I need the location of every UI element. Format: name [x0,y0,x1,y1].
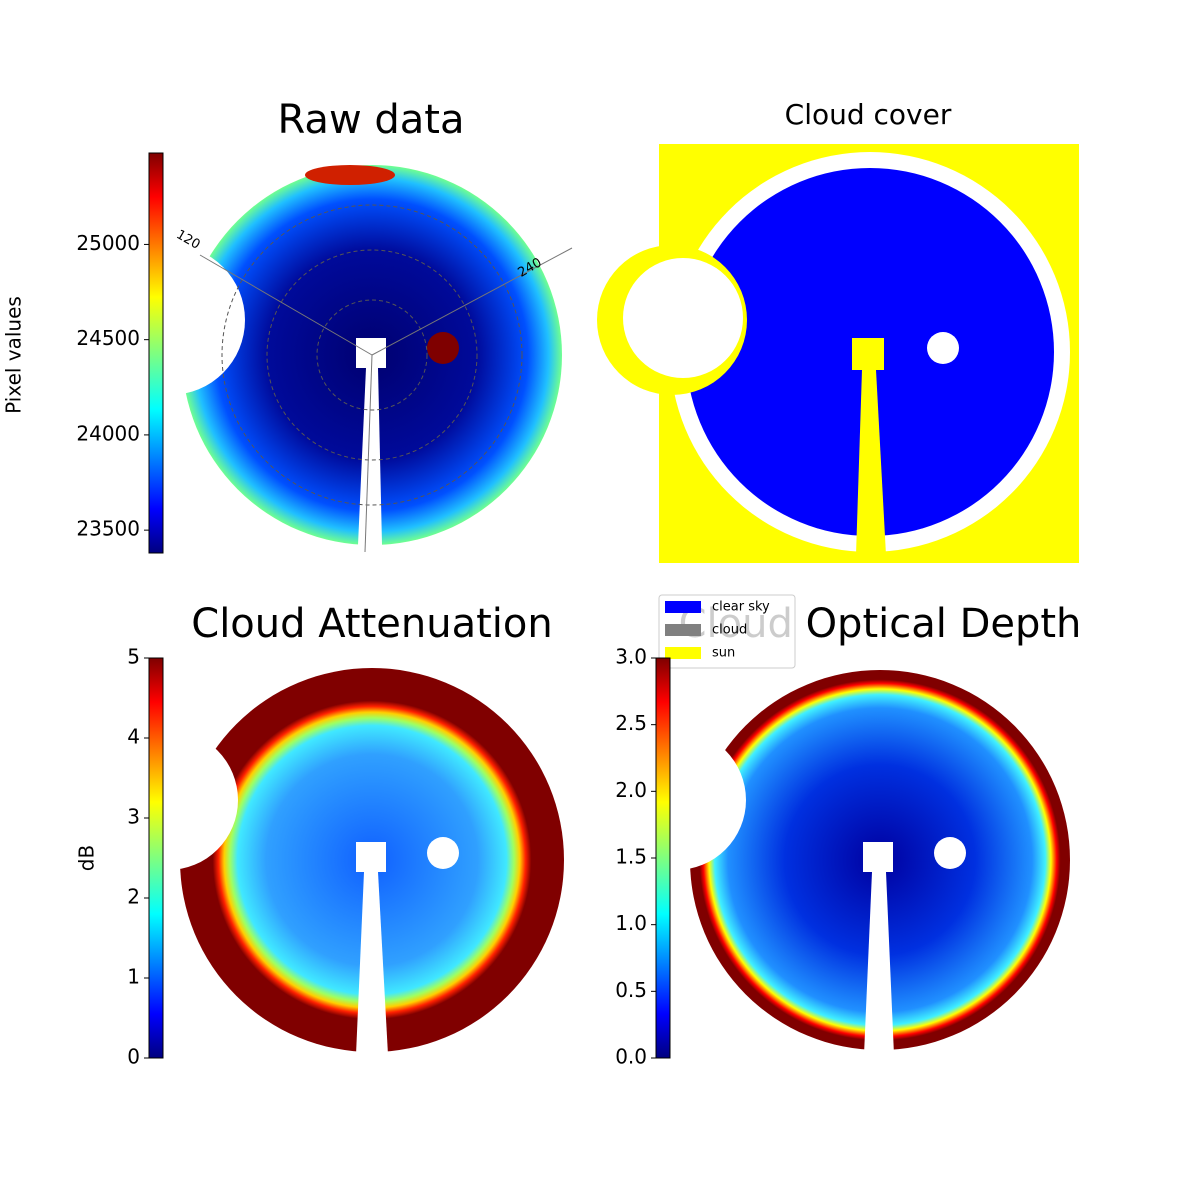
colorbar-tick-label: 1.0 [615,911,647,935]
obstruction [606,730,746,870]
colorbar-tick-label: 1.5 [615,845,647,869]
colorbar-tick-label: 3.0 [615,645,647,669]
raw-image: 120 240 [95,165,573,553]
sun-region [427,837,459,869]
obstruction [623,258,743,378]
attenuation-image [98,668,564,1055]
colorbar-tick-label: 2.5 [615,711,647,735]
polar-circle [221,204,523,506]
bright-region [305,165,395,185]
colorbar-label: dB [75,845,99,871]
mount-arm [358,368,382,545]
polar-axis [199,254,373,356]
sun-region [427,332,459,364]
panel-title: Cloud Attenuation [191,601,552,647]
obstruction [98,730,238,870]
colorbar-tick-label: 2.0 [615,778,647,802]
colorbar-tick-label: 1 [127,965,140,989]
obstruction [95,245,245,395]
mount [356,842,386,872]
colorbar-tick-label: 5 [127,645,140,669]
colorbar-tick-label: 2 [127,885,140,909]
legend-swatch [665,601,701,613]
colorbar-tick-label: 0.0 [615,1045,647,1069]
colorbar-tick-label: 0 [127,1045,140,1069]
colorbar-tick-label: 23500 [76,517,140,541]
mount-arm [856,370,886,555]
mount-arm [356,872,388,1055]
colorbar-tick-label: 24500 [76,326,140,350]
colorbar [148,657,164,1059]
panel-title: Raw data [278,97,465,143]
mount-arm [864,872,894,1055]
legend-swatch [665,647,701,659]
legend-label: clear sky [712,600,770,615]
polar-axis [364,354,373,553]
legend-swatch [665,624,701,636]
legend-label: sun [712,646,735,661]
polar-circle [316,299,428,411]
mount [356,338,386,368]
colorbar [148,152,164,554]
colorbar-tick-label: 24000 [76,421,140,445]
colorbar-label: Pixel values [2,296,26,414]
polar-axis [371,247,573,356]
legend: clear sky cloud sun [658,594,796,669]
colorbar-tick-label: 3 [127,805,140,829]
colorbar-tick-label: 25000 [76,231,140,255]
mount [852,338,884,370]
legend-label: cloud [712,623,747,638]
colorbar-tick-label: 0.5 [615,978,647,1002]
mount [863,842,893,872]
colorbar-tick-label: 4 [127,725,140,749]
panel-title: Cloud cover [785,98,952,131]
sun-region [927,332,959,364]
optical-depth-image [606,670,1070,1055]
polar-circle [266,249,478,461]
cloud-cover-image [597,144,1079,563]
sun-region [934,837,966,869]
colorbar [655,657,671,1059]
